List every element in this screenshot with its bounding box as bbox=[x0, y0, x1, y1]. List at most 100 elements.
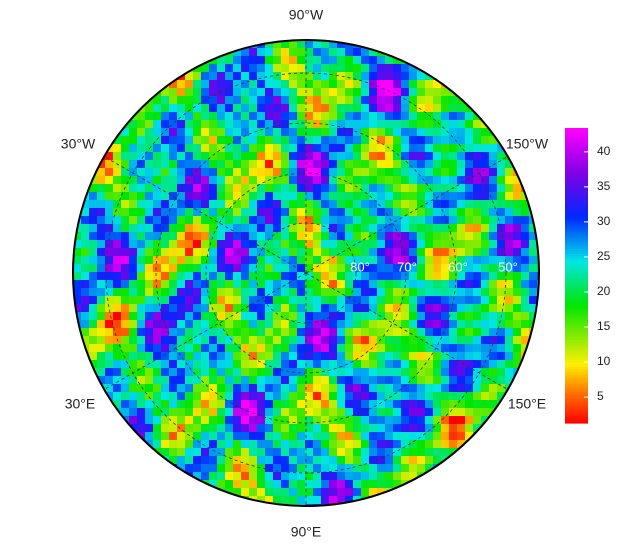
map-cell bbox=[505, 352, 514, 361]
colorbar-tick-label: 5 bbox=[597, 389, 604, 403]
map-cell bbox=[361, 240, 370, 249]
map-cell bbox=[225, 400, 234, 409]
map-cell bbox=[361, 184, 370, 193]
map-cell bbox=[169, 392, 178, 401]
map-cell bbox=[425, 80, 434, 89]
map-cell bbox=[409, 168, 418, 177]
map-cell bbox=[385, 120, 394, 129]
map-cell bbox=[273, 96, 282, 105]
map-cell bbox=[353, 336, 362, 345]
map-cell bbox=[249, 248, 258, 257]
map-cell bbox=[121, 344, 130, 353]
map-cell bbox=[297, 128, 306, 137]
map-cell bbox=[289, 336, 298, 345]
map-cell bbox=[281, 488, 290, 497]
map-cell bbox=[393, 216, 402, 225]
map-cell bbox=[225, 168, 234, 177]
map-cell bbox=[281, 216, 290, 225]
map-cell bbox=[369, 144, 378, 153]
map-cell bbox=[401, 432, 410, 441]
map-cell bbox=[369, 448, 378, 457]
colorbar-segment bbox=[565, 280, 588, 284]
map-cell bbox=[401, 168, 410, 177]
map-cell bbox=[417, 328, 426, 337]
map-cell bbox=[433, 152, 442, 161]
map-cell bbox=[305, 328, 314, 337]
map-cell bbox=[153, 264, 162, 273]
map-cell bbox=[225, 208, 234, 217]
map-cell bbox=[97, 344, 106, 353]
map-cell bbox=[89, 240, 98, 249]
map-cell bbox=[409, 192, 418, 201]
map-cell bbox=[281, 472, 290, 481]
map-cell bbox=[297, 392, 306, 401]
map-cell bbox=[401, 360, 410, 369]
map-cell bbox=[89, 288, 98, 297]
map-cell bbox=[217, 336, 226, 345]
map-cell bbox=[177, 448, 186, 457]
map-cell bbox=[161, 224, 170, 233]
map-cell bbox=[337, 368, 346, 377]
map-cell bbox=[265, 376, 274, 385]
colorbar-segment bbox=[565, 248, 588, 252]
map-cell bbox=[209, 304, 218, 313]
map-cell bbox=[209, 320, 218, 329]
map-cell bbox=[97, 144, 106, 153]
map-cell bbox=[129, 152, 138, 161]
map-cell bbox=[425, 416, 434, 425]
map-cell bbox=[473, 136, 482, 145]
map-cell bbox=[417, 160, 426, 169]
map-cell bbox=[177, 144, 186, 153]
map-cell bbox=[201, 448, 210, 457]
map-cell bbox=[497, 288, 506, 297]
map-cell bbox=[193, 400, 202, 409]
colorbar-segment bbox=[565, 142, 588, 146]
map-cell bbox=[145, 208, 154, 217]
map-cell bbox=[297, 424, 306, 433]
map-cell bbox=[401, 344, 410, 353]
map-cell bbox=[401, 472, 410, 481]
map-cell bbox=[425, 328, 434, 337]
map-cell bbox=[337, 472, 346, 481]
map-cell bbox=[449, 360, 458, 369]
colorbar-segment bbox=[565, 346, 588, 350]
map-cell bbox=[249, 328, 258, 337]
map-cell bbox=[297, 280, 306, 289]
map-cell bbox=[137, 112, 146, 121]
map-cell bbox=[385, 208, 394, 217]
map-cell bbox=[129, 320, 138, 329]
map-cell bbox=[137, 288, 146, 297]
map-cell bbox=[249, 56, 258, 65]
map-cell bbox=[313, 296, 322, 305]
map-cell bbox=[321, 440, 330, 449]
map-cell bbox=[409, 432, 418, 441]
map-cell bbox=[353, 136, 362, 145]
map-cell bbox=[249, 392, 258, 401]
map-cell bbox=[457, 256, 466, 265]
map-cell bbox=[257, 168, 266, 177]
map-cell bbox=[361, 376, 370, 385]
meridian bbox=[305, 272, 508, 390]
map-cell bbox=[305, 264, 314, 273]
map-cell bbox=[265, 160, 274, 169]
map-cell bbox=[281, 192, 290, 201]
map-cell bbox=[345, 288, 354, 297]
map-cell bbox=[145, 408, 154, 417]
map-cell bbox=[353, 144, 362, 153]
map-cell bbox=[129, 200, 138, 209]
map-cell bbox=[441, 144, 450, 153]
map-cell bbox=[401, 224, 410, 233]
map-cell bbox=[473, 312, 482, 321]
map-cell bbox=[329, 480, 338, 489]
map-cell bbox=[329, 144, 338, 153]
map-cell bbox=[209, 280, 218, 289]
map-cell bbox=[393, 464, 402, 473]
map-cell bbox=[153, 128, 162, 137]
colorbar-segment bbox=[565, 137, 588, 141]
map-cell bbox=[209, 296, 218, 305]
map-cell bbox=[409, 384, 418, 393]
map-cell bbox=[537, 312, 539, 321]
map-cell bbox=[353, 256, 362, 265]
map-cell bbox=[313, 208, 322, 217]
map-cell bbox=[201, 336, 210, 345]
